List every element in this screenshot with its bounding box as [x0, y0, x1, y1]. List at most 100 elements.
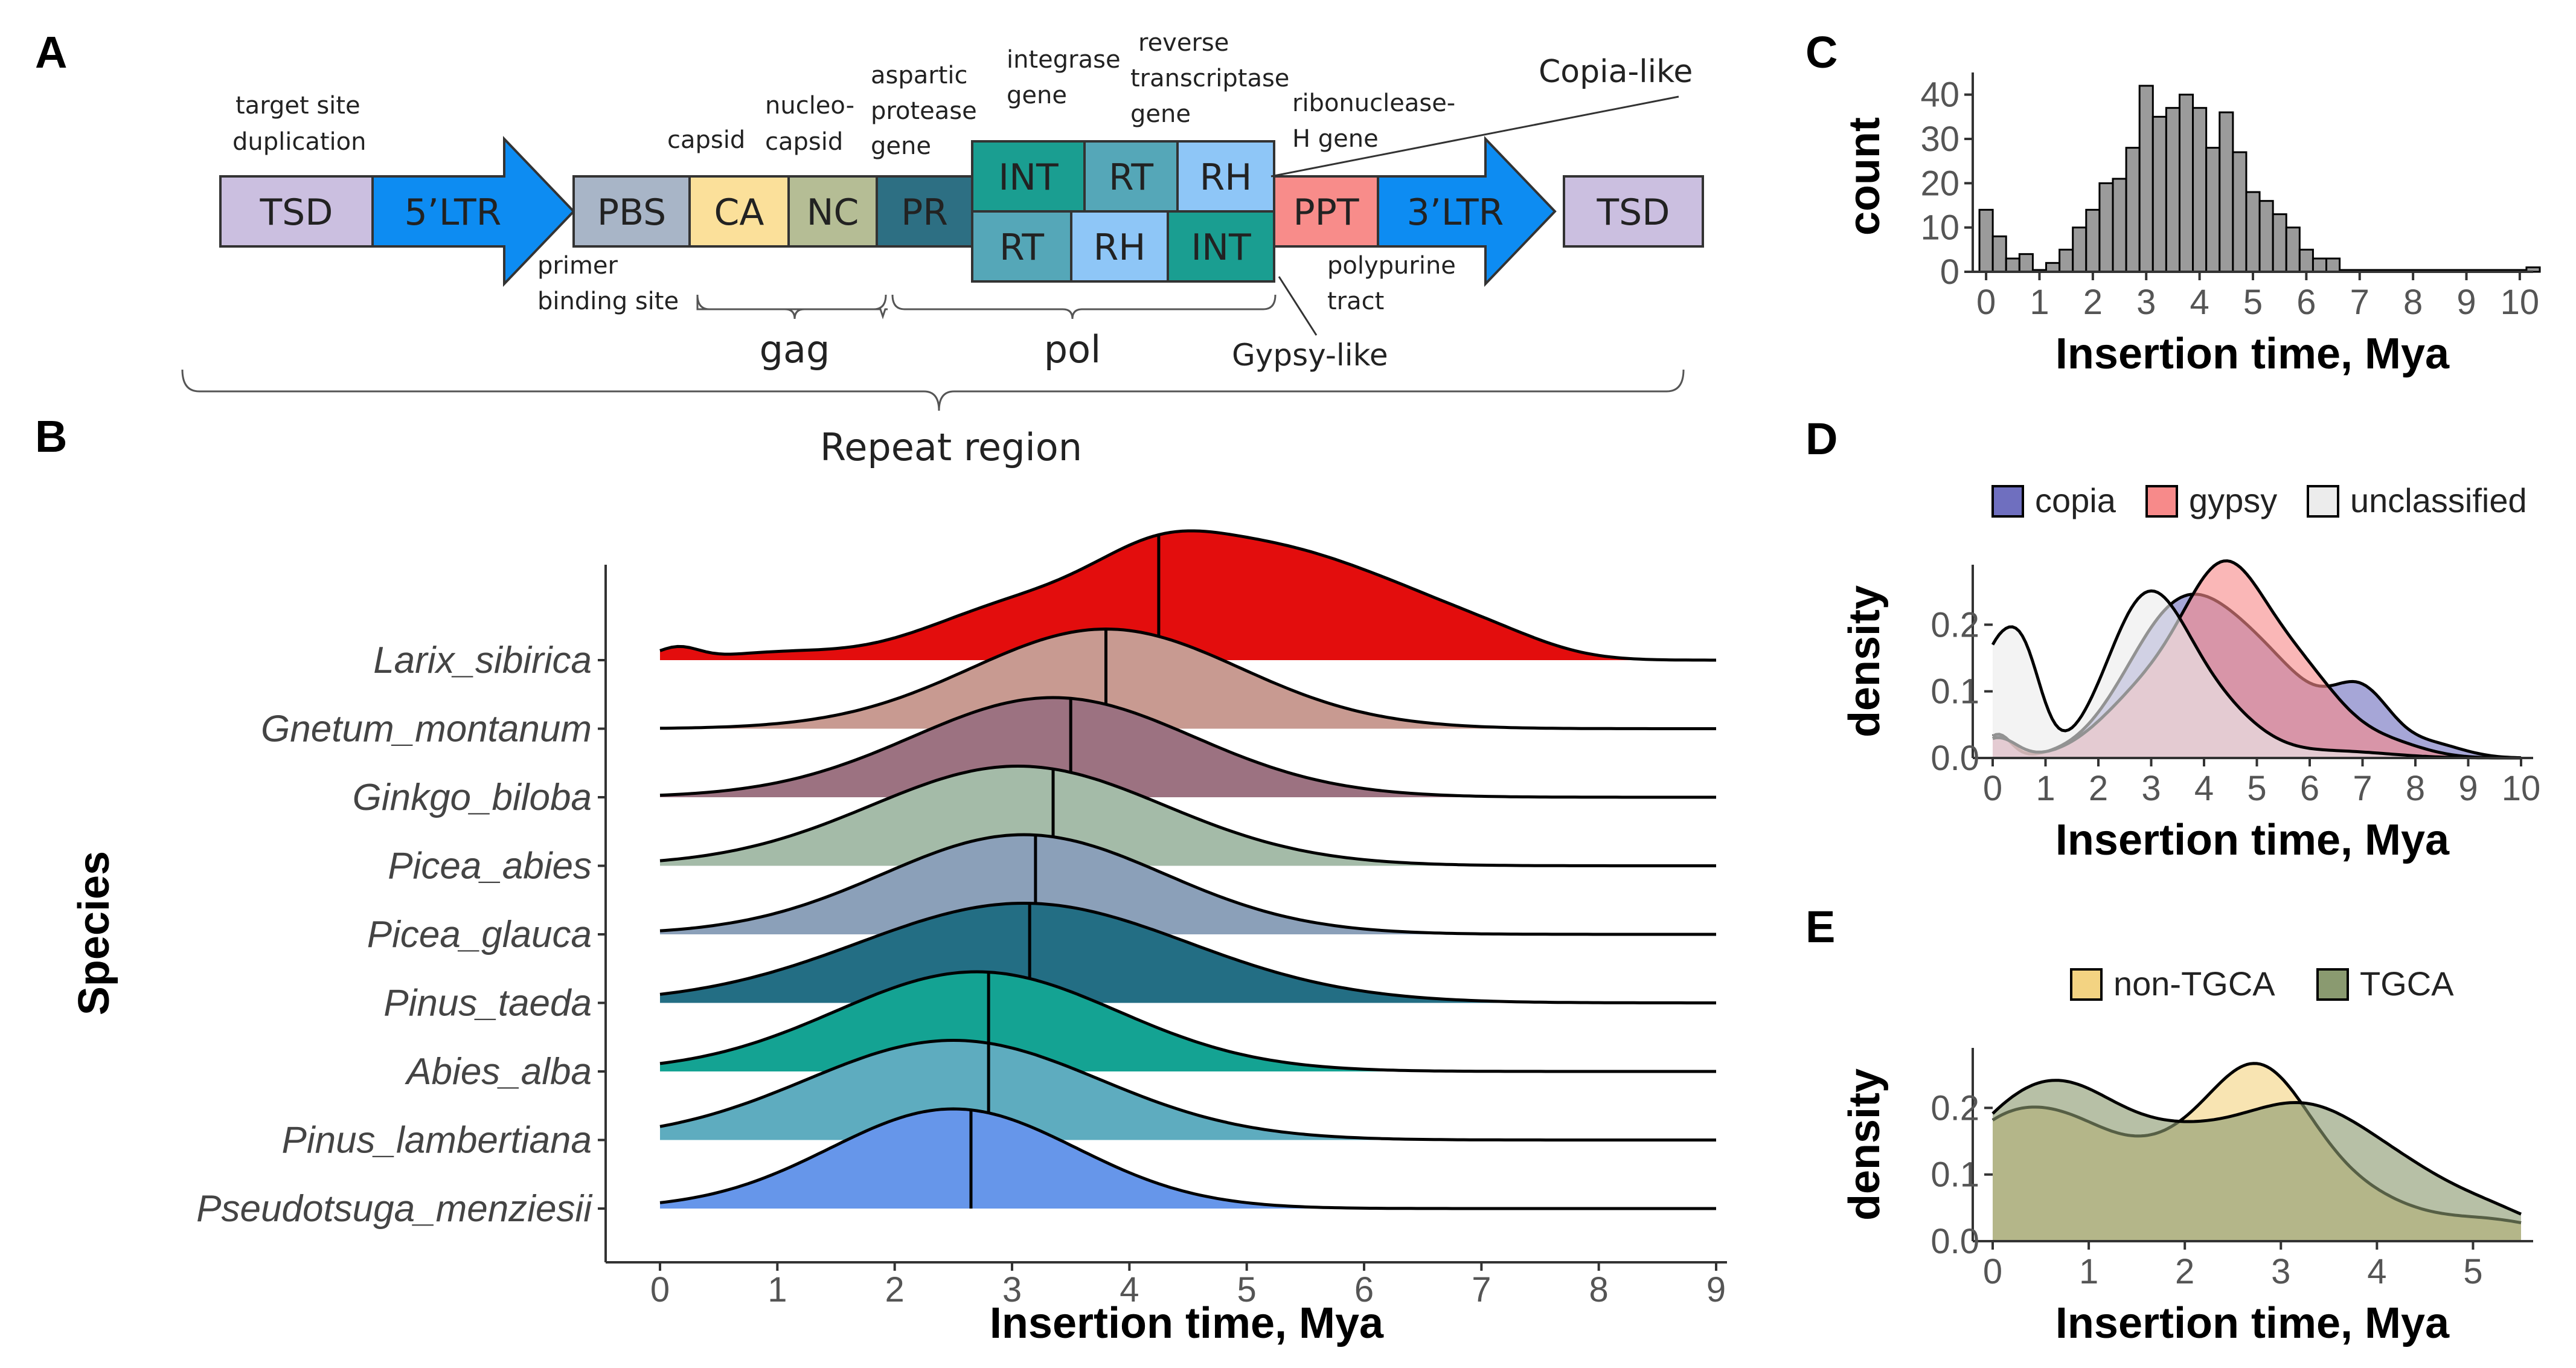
- histogram-bar: [1978, 208, 1994, 273]
- legend-copia-label: copia: [2035, 481, 2116, 519]
- species-label-Larix_sibirica: Larix_sibirica: [373, 640, 592, 681]
- label-capsid: capsid: [667, 126, 745, 154]
- histogram-x-tick-label: 3: [2136, 283, 2156, 322]
- density-area-TGCA: [1993, 1080, 2521, 1241]
- species-label-Ginkgo_biloba: Ginkgo_biloba: [353, 777, 592, 818]
- ridge-x-tick-label: 8: [1589, 1270, 1609, 1309]
- pol-label: pol: [1044, 327, 1101, 371]
- int-top-box: [971, 140, 1086, 213]
- ridge-area-Gnetum_montanum: [660, 629, 1716, 729]
- density-y-tick-label: 0.1: [1930, 1155, 1979, 1195]
- histogram-x-tick-label: 6: [2296, 283, 2316, 322]
- histogram-bar: [2178, 94, 2194, 273]
- nc-box: [787, 175, 878, 248]
- density-area-unclassified: [1993, 591, 2521, 758]
- density-x-tick-label: 1: [2079, 1252, 2098, 1291]
- density-e-y-label: density: [1841, 1068, 1889, 1221]
- density-x-tick-label: 4: [2367, 1252, 2386, 1291]
- density-x-tick-label: 5: [2463, 1252, 2482, 1291]
- histogram-bar: [2018, 253, 2034, 273]
- histogram-bar: [2192, 107, 2208, 273]
- density-x-tick-label: 8: [2406, 769, 2425, 808]
- ridge-outline-Pinus_lambertiana: [659, 1038, 1716, 1142]
- histogram-y-tick-label: 20: [1920, 164, 1959, 203]
- repeat-brace: [181, 369, 1685, 411]
- ridge-x-tick-label: 6: [1354, 1270, 1374, 1309]
- histogram-bar: [2312, 257, 2328, 273]
- ltr5-text: 5’LTR: [405, 191, 502, 234]
- label-rev-gene: gene: [1130, 100, 1191, 128]
- ltr-diagram: TSD 5’LTR PBS CA NC PR INT RT RH RT RH I…: [181, 29, 1704, 469]
- nc-text: NC: [807, 191, 859, 234]
- density-x-tick-label: 9: [2458, 769, 2478, 808]
- density-superfamily-chart: copia gypsy unclassified 0 1 2 3 4 5 6 7 8 9 10 0.0…: [1841, 481, 2540, 864]
- histogram-x-tick-label: 5: [2243, 283, 2263, 322]
- label-protease: protease: [871, 97, 977, 125]
- ca-box: [688, 175, 790, 248]
- rt-bottom-text: RT: [999, 226, 1044, 269]
- species-label-Pseudotsuga_menziesii: Pseudotsuga_menziesii: [196, 1188, 593, 1230]
- density-x-tick-label: 1: [2036, 769, 2055, 808]
- histogram-y-tick-label: 0: [1940, 252, 1959, 292]
- label-h-gene: H gene: [1292, 125, 1379, 153]
- panel-label-b: B: [35, 411, 67, 461]
- density-x-tick-label: 5: [2247, 769, 2266, 808]
- label-ribonuclease: ribonuclease-: [1292, 89, 1455, 117]
- legend-unclassified-label: unclassified: [2350, 481, 2527, 519]
- ltr3-text: 3’LTR: [1407, 191, 1504, 234]
- repeat-region-label: Repeat region: [820, 425, 1082, 469]
- density-x-tick-label: 10: [2502, 769, 2541, 808]
- legend-non-tgca-swatch: [2070, 968, 2103, 1001]
- label-binding-site: binding site: [537, 287, 679, 315]
- ca-text: CA: [714, 191, 764, 234]
- density-tgca-chart: non-TGCA TGCA 0 1 2 3 4 5 0.0 0.1 0.2 Insertion …: [1841, 965, 2533, 1347]
- ridge-area-Pseudotsuga_menziesii: [660, 1109, 1716, 1209]
- density-y-tick-label: 0.0: [1930, 739, 1979, 778]
- ridge-outline-Ginkgo_biloba: [659, 696, 1716, 799]
- histogram-bar: [2151, 115, 2167, 273]
- tsd-left-text: TSD: [260, 191, 333, 234]
- pbs-text: PBS: [597, 191, 666, 234]
- legend-gypsy-label: gypsy: [2189, 481, 2277, 519]
- density-line-TGCA: [1991, 1079, 2522, 1216]
- ridgeline-y-label: Species: [70, 851, 118, 1015]
- histogram-bar: [2219, 111, 2234, 273]
- density-x-tick-label: 2: [2089, 769, 2108, 808]
- pr-text: PR: [901, 191, 948, 234]
- legend-gypsy-swatch: [2145, 485, 2178, 518]
- ridge-x-tick-label: 2: [885, 1270, 905, 1309]
- ridge-area-Ginkgo_biloba: [660, 698, 1716, 797]
- ridge-outline-Larix_sibirica: [659, 529, 1716, 662]
- ridge-x-tick-label: 1: [767, 1270, 787, 1309]
- histogram-x-tick-label: 4: [2190, 283, 2209, 322]
- ridge-area-Larix_sibirica: [660, 531, 1716, 660]
- tsd-right-box: [1563, 175, 1704, 248]
- histogram-x-tick-label: 0: [1976, 283, 1996, 322]
- rh-top-text: RH: [1200, 156, 1252, 199]
- species-label-Picea_abies: Picea_abies: [388, 846, 592, 887]
- histogram-bar: [2005, 257, 2020, 273]
- histogram-x-label: Insertion time, Mya: [2055, 330, 2450, 378]
- histogram-x-tick-label: 8: [2403, 283, 2423, 322]
- gag-brace: [696, 294, 887, 320]
- density-x-tick-label: 3: [2271, 1252, 2290, 1291]
- density-line-unclassified: [1991, 589, 2521, 760]
- ridge-x-tick-label: 3: [1002, 1270, 1022, 1309]
- histogram-y-tick-label: 30: [1920, 120, 1959, 159]
- gag-label: gag: [760, 327, 830, 371]
- density-y-tick-label: 0.1: [1930, 672, 1979, 711]
- label-duplication: duplication: [232, 128, 366, 156]
- histogram-bar: [2272, 213, 2287, 273]
- species-label-Abies_alba: Abies_alba: [404, 1051, 592, 1093]
- label-int-gene: gene: [1007, 82, 1067, 109]
- density-e-legend: non-TGCA TGCA: [2070, 965, 2454, 1003]
- species-label-Picea_glauca: Picea_glauca: [367, 914, 592, 955]
- histogram-bar: [2085, 208, 2101, 273]
- density-x-tick-label: 0: [1983, 1252, 2002, 1291]
- tsd-right-text: TSD: [1597, 191, 1670, 234]
- histogram-bar: [2045, 262, 2061, 273]
- histogram-x-tick-label: 7: [2350, 283, 2369, 322]
- histogram-bar: [2298, 248, 2314, 273]
- label-primer: primer: [537, 252, 618, 280]
- ridgeline-x-label: Insertion time, Mya: [990, 1299, 1384, 1347]
